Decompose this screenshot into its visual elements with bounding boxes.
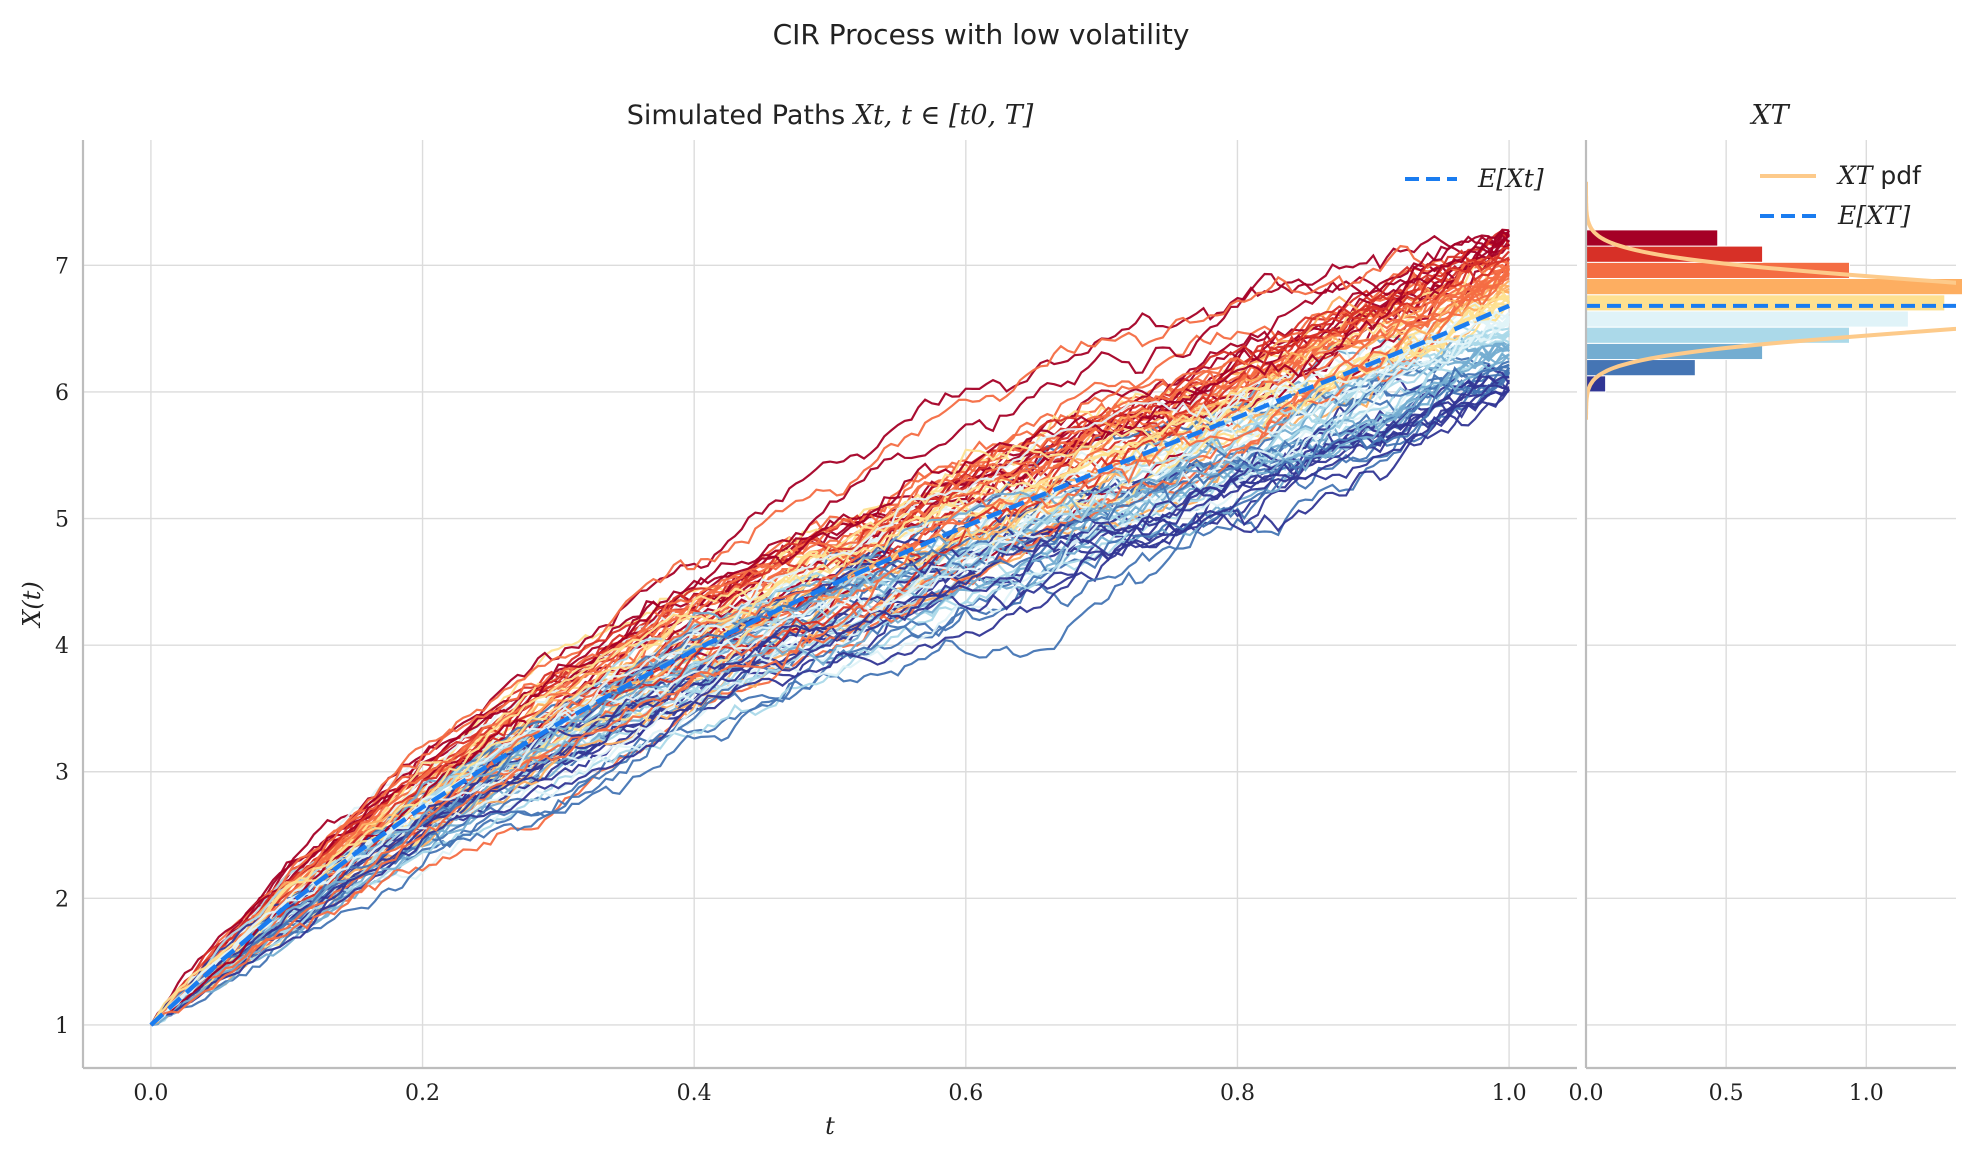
- paths-title-text: Simulated Paths: [627, 100, 854, 131]
- paths-y-tick-label: 7: [55, 254, 69, 279]
- hist-legend-mean-label: E[XT]: [1837, 201, 1910, 230]
- simulated-path: [150, 244, 1510, 1026]
- simulated-path: [150, 277, 1510, 1026]
- simulated-paths: [149, 228, 1511, 1027]
- paths-y-tick-label: 6: [55, 381, 69, 406]
- mean-curve-group: [149, 303, 1510, 1027]
- hist-x-tick-label: 1.0: [1849, 1081, 1884, 1106]
- paths-x-tick-label: 0.6: [948, 1081, 983, 1106]
- simulated-path: [150, 246, 1510, 1026]
- simulated-path: [150, 256, 1510, 1026]
- paths-x-label: t: [825, 1112, 835, 1140]
- simulated-path: [150, 333, 1510, 1026]
- paths-y-tick-label: 1: [55, 1014, 69, 1039]
- terminal-distribution-panel: 0.0 0.5 1.0 XT XT pdf E[XT]: [1569, 100, 1962, 1106]
- paths-panel: 0.0 0.2 0.4 0.6 0.8 1.0 1 2 3 4 5 6 7 Simulated Pat…: [18, 100, 1577, 1140]
- simulated-path: [150, 329, 1510, 1026]
- paths-x-ticks: 0.0 0.2 0.4 0.6 0.8 1.0: [133, 1081, 1526, 1106]
- hist-legend: XT pdf E[XT]: [1760, 161, 1922, 230]
- simulated-path: [150, 264, 1510, 1026]
- simulated-path: [150, 315, 1510, 1026]
- simulated-path: [150, 321, 1510, 1026]
- simulated-path: [150, 363, 1510, 1026]
- simulated-path: [149, 388, 1511, 1026]
- hist-bar: [1585, 310, 1909, 328]
- hist-bar: [1585, 245, 1764, 263]
- simulated-path: [150, 268, 1510, 1026]
- hist-bar: [1585, 294, 1946, 312]
- hist-bars: [1585, 229, 1962, 393]
- simulated-path: [150, 388, 1510, 1026]
- simulated-path: [150, 376, 1510, 1026]
- hist-title: XT: [1749, 100, 1790, 131]
- paths-x-tick-label: 1.0: [1492, 1081, 1527, 1106]
- simulated-path: [150, 332, 1510, 1027]
- simulated-path: [150, 363, 1510, 1026]
- figure-title: CIR Process with low volatility: [773, 18, 1190, 51]
- simulated-path: [150, 363, 1511, 1026]
- simulated-path: [150, 316, 1510, 1026]
- simulated-path: [150, 373, 1511, 1026]
- simulated-path: [150, 384, 1510, 1026]
- mean-curve: [149, 303, 1510, 1027]
- hist-bar: [1585, 229, 1719, 247]
- simulated-path: [150, 390, 1510, 1026]
- pdf-curve: [1586, 181, 1956, 420]
- paths-x-tick-label: 0.0: [133, 1081, 168, 1106]
- hist-legend-pdf-label: XT pdf: [1836, 161, 1922, 190]
- paths-legend: E[Xt]: [1405, 164, 1544, 193]
- hist-x-tick-label: 0.0: [1569, 1081, 1604, 1106]
- paths-y-tick-label: 4: [55, 634, 69, 659]
- simulated-path: [150, 375, 1510, 1026]
- simulated-path: [150, 268, 1510, 1026]
- simulated-path: [150, 267, 1511, 1026]
- paths-title: Simulated Paths Xt, t ∈ [t0, T]: [627, 100, 1034, 131]
- paths-x-tick-label: 0.2: [405, 1081, 440, 1106]
- simulated-path: [150, 374, 1510, 1026]
- simulated-path: [150, 352, 1510, 1026]
- simulated-path: [150, 257, 1510, 1026]
- hist-legend-pdf-math: XT: [1836, 161, 1875, 190]
- hist-lines: [1586, 181, 1956, 420]
- hist-legend-pdf-text: pdf: [1872, 161, 1922, 190]
- paths-legend-mean-label: E[Xt]: [1477, 164, 1544, 193]
- paths-y-tick-label: 2: [55, 887, 69, 912]
- simulated-path: [150, 330, 1510, 1026]
- simulated-path: [150, 315, 1510, 1026]
- paths-x-tick-label: 0.4: [677, 1081, 712, 1106]
- hist-x-ticks: 0.0 0.5 1.0: [1569, 1081, 1884, 1106]
- simulated-path: [150, 389, 1510, 1026]
- hist-x-tick-label: 0.5: [1709, 1081, 1744, 1106]
- simulated-path: [149, 233, 1511, 1026]
- paths-y-tick-label: 5: [55, 508, 69, 533]
- simulated-path: [150, 317, 1510, 1026]
- paths-y-label: X(t): [18, 581, 46, 628]
- paths-grid: [83, 140, 1577, 1068]
- simulated-path: [150, 344, 1510, 1026]
- paths-x-tick-label: 0.8: [1220, 1081, 1255, 1106]
- simulated-path: [150, 315, 1510, 1027]
- paths-title-math: Xt, t ∈ [t0, T]: [852, 100, 1034, 131]
- paths-y-tick-label: 3: [55, 761, 69, 786]
- paths-y-ticks: 1 2 3 4 5 6 7: [55, 254, 69, 1039]
